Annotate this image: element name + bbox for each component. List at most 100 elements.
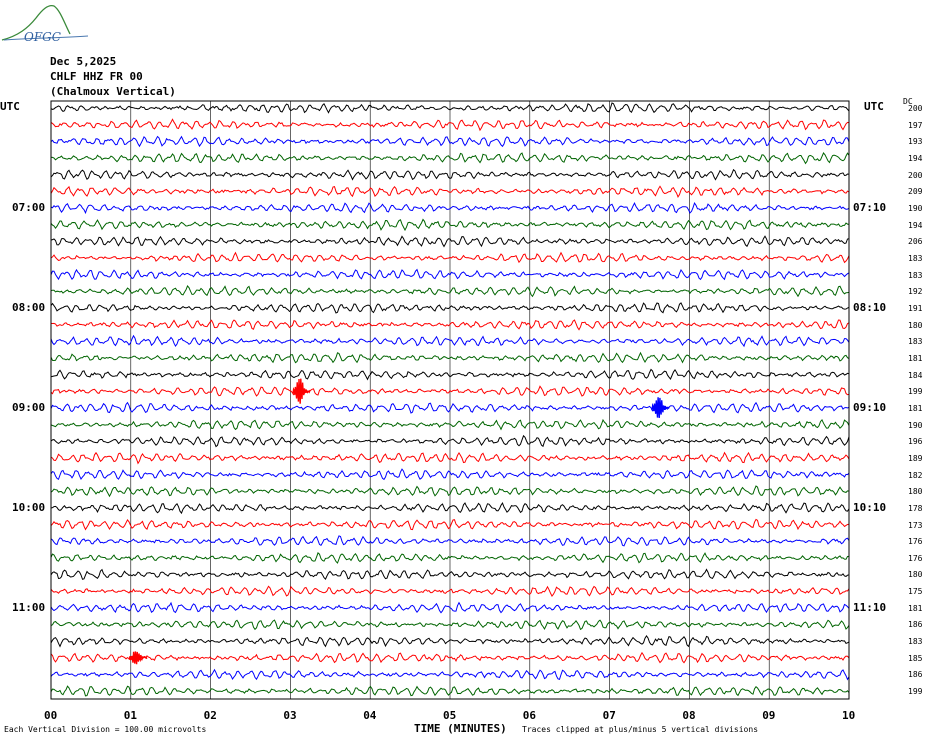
- dc-offset-label: 183: [908, 637, 923, 647]
- trace-line-4: [50, 152, 850, 165]
- trace-line-35: [50, 668, 850, 681]
- dc-offset-label: 182: [908, 470, 923, 480]
- dc-offset-label: 181: [908, 403, 923, 413]
- plot-grid: [50, 101, 850, 699]
- dc-offset-label: 191: [908, 303, 923, 313]
- dc-offset-label: 180: [908, 487, 923, 497]
- dc-offset-label: 180: [908, 320, 923, 330]
- trace-line-25: [50, 502, 850, 515]
- left-hour-label: 08:00: [12, 300, 46, 314]
- dc-offset-label: 186: [908, 670, 923, 680]
- dc-offset-label: 206: [908, 237, 923, 247]
- x-tick-label-04: 04: [363, 709, 377, 722]
- dc-offset-label: 193: [908, 137, 923, 147]
- header-date: Dec 5,2025: [50, 55, 117, 68]
- header-location: (Chalmoux Vertical): [50, 85, 176, 98]
- dc-offset-label: 175: [908, 587, 923, 597]
- trace-line-14: [50, 319, 850, 331]
- right-hour-label: 09:10: [853, 400, 887, 414]
- left-hour-label: 10:00: [12, 500, 46, 514]
- trace-line-11: [50, 268, 850, 281]
- right-timezone-label: UTC: [864, 100, 884, 113]
- dc-offset-label: 189: [908, 453, 923, 463]
- dc-offset-label: 183: [908, 337, 923, 347]
- trace-line-7: [50, 201, 850, 215]
- trace-line-6: [50, 185, 850, 199]
- dc-offset-label: 176: [908, 537, 923, 547]
- x-tick-label-07: 07: [602, 709, 616, 722]
- dc-offset-label: 192: [908, 287, 923, 297]
- right-hour-label: 08:10: [853, 300, 887, 314]
- x-tick-label-06: 06: [522, 709, 537, 722]
- left-hour-label: 07:00: [12, 200, 46, 214]
- dc-offset-label: 178: [908, 503, 923, 513]
- trace-line-27: [50, 535, 850, 547]
- trace-line-23: [50, 468, 850, 481]
- trace-line-34: [50, 651, 850, 664]
- trace-line-30: [50, 585, 850, 598]
- trace-line-32: [50, 619, 850, 631]
- x-tick-label-08: 08: [682, 709, 696, 722]
- dc-offset-label: 200: [908, 170, 923, 180]
- dc-offset-label: 185: [908, 653, 923, 663]
- trace-line-12: [50, 285, 850, 298]
- trace-line-18: [50, 385, 850, 397]
- trace-line-24: [50, 485, 850, 498]
- right-hour-label: 10:10: [853, 500, 887, 514]
- x-axis-label: TIME (MINUTES): [414, 722, 507, 735]
- dc-offset-label: 194: [908, 153, 923, 163]
- trace-line-33: [50, 635, 850, 648]
- footer-clip-note: Traces clipped at plus/minus 5 vertical …: [522, 725, 759, 734]
- trace-line-21: [50, 434, 850, 448]
- trace-line-20: [50, 418, 850, 431]
- trace-line-17: [50, 368, 850, 381]
- trace-line-16: [50, 351, 850, 364]
- left-timezone-label: UTC: [0, 100, 20, 113]
- dc-offset-label: 184: [908, 370, 923, 380]
- trace-line-13: [50, 302, 850, 314]
- trace-line-10: [50, 251, 850, 264]
- trace-line-1: [50, 102, 850, 114]
- left-hour-label: 09:00: [12, 400, 46, 414]
- trace-line-2: [50, 118, 850, 132]
- dc-offset-label: 176: [908, 553, 923, 563]
- event-burst-1: [291, 378, 311, 404]
- trace-line-26: [50, 518, 850, 531]
- dc-offset-label: 199: [908, 387, 923, 397]
- trace-line-31: [50, 601, 850, 614]
- dc-offset-label: 181: [908, 353, 923, 363]
- trace-line-3: [50, 135, 850, 148]
- trace-line-8: [50, 218, 850, 232]
- x-tick-label-03: 03: [283, 709, 297, 722]
- dc-offset-label: 181: [908, 603, 923, 613]
- event-burst-2: [650, 397, 670, 418]
- dc-header-label: DC: [903, 97, 913, 106]
- dc-offset-label: 186: [908, 620, 923, 630]
- trace-line-36: [50, 685, 850, 697]
- dc-offset-label: 180: [908, 570, 923, 580]
- dc-offset-label: 183: [908, 270, 923, 280]
- dc-offset-label: 200: [908, 104, 923, 113]
- x-tick-label-01: 01: [123, 709, 138, 722]
- x-tick-label-00: 00: [44, 709, 58, 722]
- dc-offset-label: 199: [908, 687, 923, 697]
- trace-line-19: [50, 401, 850, 414]
- trace-line-29: [50, 568, 850, 580]
- trace-line-15: [50, 334, 850, 348]
- seismic-traces: [50, 102, 850, 697]
- right-hour-label: 07:10: [853, 200, 887, 214]
- header-station: CHLF HHZ FR 00: [50, 70, 143, 83]
- dc-offset-label: 190: [908, 203, 923, 213]
- seismic-events: [128, 378, 670, 665]
- dc-offset-label: 183: [908, 253, 923, 263]
- trace-line-28: [50, 552, 850, 564]
- right-hour-label: 11:10: [853, 600, 887, 614]
- event-burst-3: [128, 651, 148, 665]
- plot-frame: [50, 100, 850, 700]
- dc-offset-label: 197: [908, 120, 923, 130]
- dc-offset-label: 209: [908, 187, 923, 197]
- x-tick-label-02: 02: [203, 709, 217, 722]
- footer-scale-note: Each Vertical Division = 100.00 microvol…: [4, 725, 207, 734]
- x-tick-label-05: 05: [443, 709, 457, 722]
